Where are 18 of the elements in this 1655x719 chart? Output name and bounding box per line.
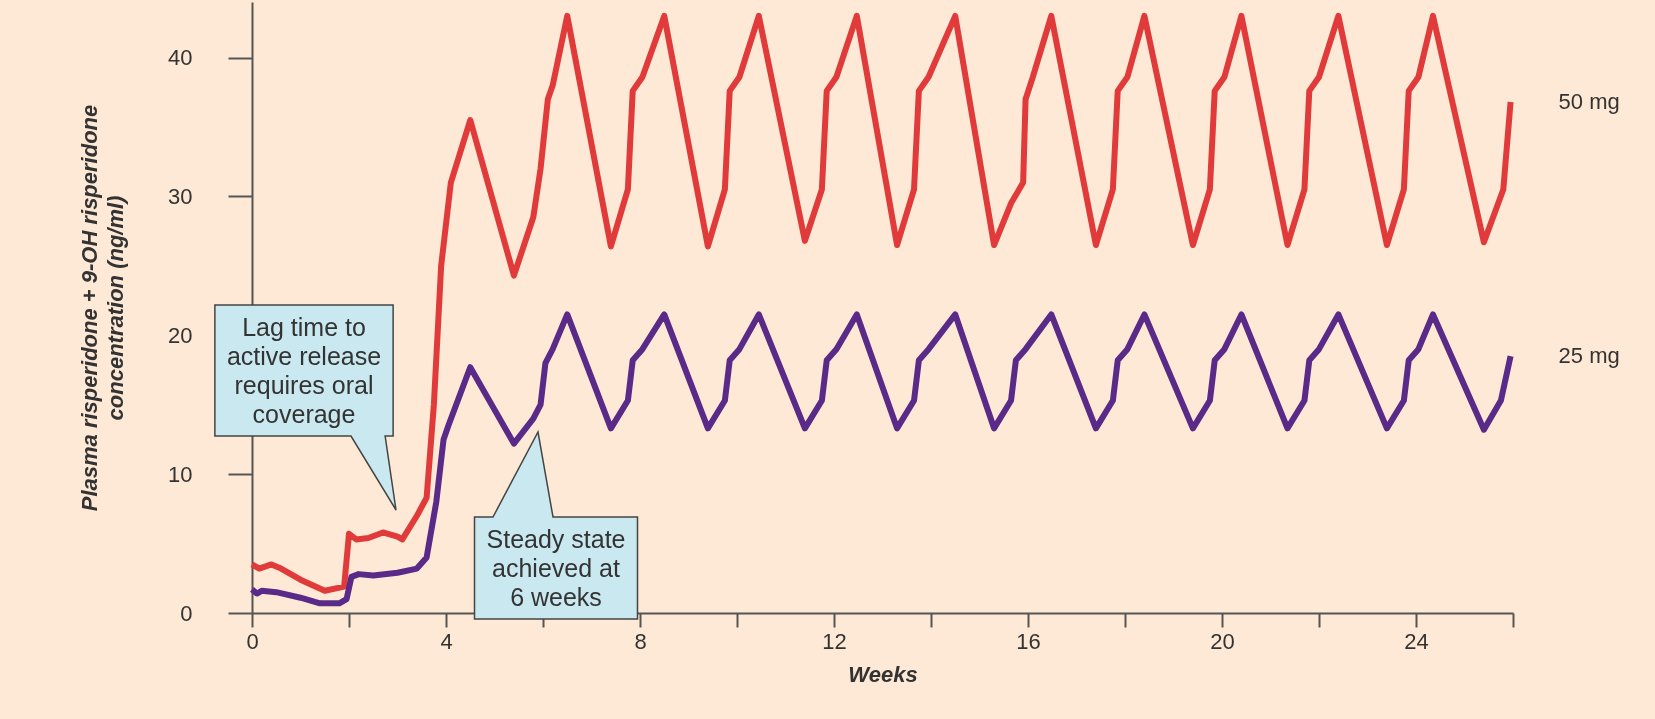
x-tick-label: 16	[1016, 628, 1041, 654]
text: 25 mg	[1558, 343, 1620, 369]
x-tick-label: 20	[1210, 628, 1235, 654]
x-tick-label: 24	[1404, 628, 1429, 654]
y-tick-label: 30	[168, 183, 193, 209]
x-tick-label: 4	[440, 628, 453, 654]
x-axis-title: Weeks	[848, 661, 918, 687]
x-tick-label: 0	[246, 628, 259, 654]
annotation: Steady state achieved at 6 weeks	[486, 525, 626, 611]
annotation: Lag time to active release requires oral coverage	[226, 313, 382, 428]
y-tick-label: 0	[180, 600, 193, 626]
y-tick-label: 40	[168, 45, 193, 71]
x-tick-label: 12	[822, 628, 847, 654]
x-tick-label: 8	[634, 628, 647, 654]
y-tick-label: 10	[168, 461, 193, 487]
y-tick-label: 20	[168, 322, 193, 348]
y-axis-title: Plasma risperidone + 9-OH risperidone concentration (ng/ml)	[77, 104, 129, 512]
text: 50 mg	[1558, 88, 1620, 114]
